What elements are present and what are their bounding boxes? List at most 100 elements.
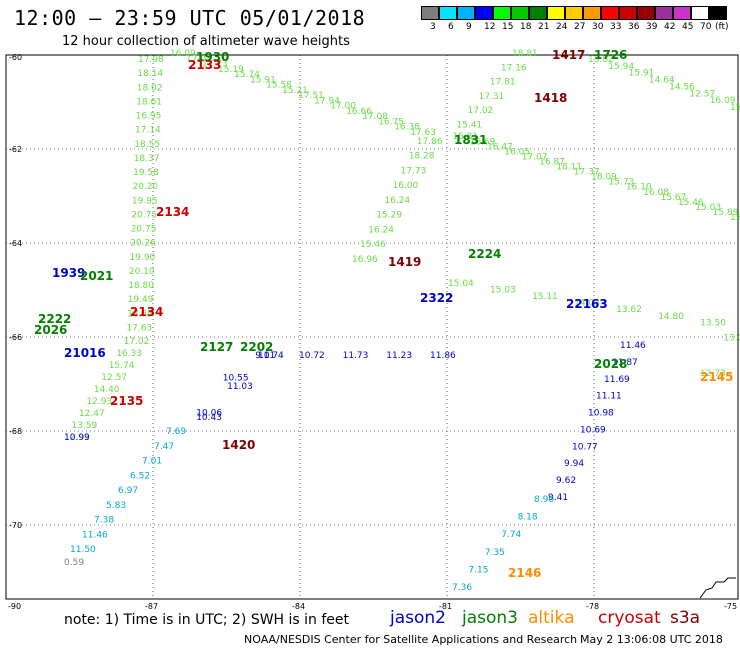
- wave-height-label: 15.74: [234, 70, 260, 80]
- legend-label: 15: [502, 22, 514, 32]
- wave-height-label: 15.29: [376, 211, 402, 221]
- wave-height-label: 19.90: [130, 253, 156, 263]
- legend-swatch: [637, 6, 655, 20]
- map-subtitle: 12 hour collection of altimeter wave hei…: [62, 34, 350, 49]
- wave-height-label: 6.52: [130, 471, 150, 481]
- wave-height-label: 17.31: [479, 92, 505, 102]
- wave-height-label: 15.82: [588, 55, 614, 65]
- wave-height-label: 17.07: [522, 152, 548, 162]
- wave-height-label: 16.66: [346, 107, 372, 117]
- pass-time-label: 2127: [200, 340, 233, 354]
- wave-height-label: 16.08: [643, 188, 669, 198]
- axis-labels: -60 -62 -64 -66 -68 -70 -90 -87 -84 -81 -78 -75: [8, 53, 737, 611]
- wave-height-label: 15.67: [661, 193, 687, 203]
- wave-height-label: 16.33: [116, 349, 142, 359]
- wave-height-label: 17.63: [410, 128, 436, 138]
- wave-height-label: 15.89: [713, 208, 739, 218]
- wave-height-label: 10.43: [196, 413, 222, 423]
- legend-label: 21: [538, 22, 550, 32]
- legend-swatch: [583, 6, 601, 20]
- legend-label: 24: [556, 22, 568, 32]
- pass-time-label: 2135: [110, 394, 143, 408]
- wave-height-label: 20.10: [129, 267, 155, 277]
- pass-time-label: 2133: [188, 58, 221, 72]
- wave-height-label: 16.24: [384, 196, 410, 206]
- map-frame: [5, 54, 739, 600]
- wave-height-label: 18.11: [556, 163, 582, 173]
- satellite-name: jason3: [462, 608, 518, 628]
- pass-time-label: 1939: [52, 266, 85, 280]
- wave-height-label: 15.91: [250, 75, 276, 85]
- pass-time-label: 2145: [700, 370, 733, 384]
- wave-height-label: 12.57: [101, 373, 127, 383]
- wave-height-label: 17.00: [330, 102, 356, 112]
- legend-label: 45: [682, 22, 694, 32]
- wave-height-label: 14.80: [658, 312, 684, 322]
- wave-height-label: 15.46: [678, 198, 704, 208]
- wave-height-label: 18.09: [591, 173, 617, 183]
- wave-height-label: 18.55: [134, 140, 160, 150]
- wave-height-label: 8.18: [518, 513, 538, 523]
- wave-height-label: 7.47: [154, 442, 174, 452]
- pass-time-label: 2134: [130, 305, 163, 319]
- wave-height-label: 9.94: [564, 459, 584, 469]
- wave-height-label: 10.55: [223, 374, 249, 384]
- legend-swatch: [439, 6, 457, 20]
- wave-height-label: 10.77: [572, 442, 598, 452]
- legend-swatch: [673, 6, 691, 20]
- legend-label: 9: [466, 22, 472, 32]
- wave-height-label: 15.94: [608, 62, 634, 72]
- pass-time-label: 2026: [34, 323, 67, 337]
- wave-height-label: 10.69: [580, 425, 606, 435]
- wave-height-label: 8.90: [534, 495, 554, 505]
- footer-credit: NOAA/NESDIS Center for Satellite Applica…: [244, 633, 578, 646]
- wave-height-label: 12.93: [86, 397, 112, 407]
- wave-height-label: 11.74: [258, 351, 284, 361]
- wave-height-label: 11.23: [386, 351, 412, 361]
- satellite-name: altika: [528, 608, 575, 628]
- wave-height-label: 18.02: [137, 83, 163, 93]
- pass-time-label: 2224: [468, 247, 501, 261]
- lon-label: -81: [439, 602, 452, 611]
- wave-height-label: 15.19: [218, 65, 244, 75]
- wave-height-label: 7.38: [94, 516, 114, 526]
- altimeter-tracks: 17.98 18.14 18.02 18.61 16.95 17.14 18.55 18.37…: [64, 49, 740, 593]
- lon-label: -78: [586, 602, 599, 611]
- wave-height-label: 12.73: [700, 369, 726, 379]
- wave-height-label: 16.09: [710, 96, 736, 106]
- lon-label: -75: [724, 602, 737, 611]
- wave-height-label: 11.69: [604, 375, 630, 385]
- legend-swatch: [709, 6, 727, 20]
- legend-swatch: [547, 6, 565, 20]
- wave-height-label: 16.96: [352, 255, 378, 265]
- wave-height-label: 11.46: [82, 530, 108, 540]
- legend-label: 3: [430, 22, 436, 32]
- wave-height-label: 15.58: [266, 81, 292, 91]
- wave-height-label: 13.59: [72, 421, 98, 431]
- lon-label: -84: [292, 602, 305, 611]
- legend-swatch: [655, 6, 673, 20]
- wave-height-label: 18.81: [512, 49, 538, 59]
- map-title: 12:00 – 23:59 UTC 05/01/2018: [14, 6, 366, 30]
- legend-swatch: [421, 6, 439, 20]
- legend-label: 70: [700, 22, 712, 32]
- wave-height-label: 16.09: [170, 49, 196, 59]
- pass-time-label: 2146: [508, 566, 541, 580]
- wave-height-label: 17.86: [417, 137, 443, 147]
- pass-time-label: 1930: [196, 50, 229, 64]
- legend-swatch: [529, 6, 547, 20]
- pass-time-label: 2202: [240, 340, 273, 354]
- lat-label: -60: [9, 53, 22, 62]
- wave-height-label: 15.21: [282, 86, 308, 96]
- wave-height-label: 15.08: [730, 103, 740, 113]
- wave-height-label: 17.81: [490, 78, 516, 88]
- wave-height-label: 7.74: [501, 530, 521, 540]
- wave-height-label: 16.95: [136, 112, 162, 122]
- wave-height-label: 16.00: [393, 181, 419, 191]
- wave-height-label: 16.24: [368, 225, 394, 235]
- wave-height-label: 7.15: [468, 565, 488, 575]
- legend-label: 42: [664, 22, 676, 32]
- wave-height-label: 11.50: [70, 545, 96, 555]
- wave-height-label: 20.75: [131, 225, 157, 235]
